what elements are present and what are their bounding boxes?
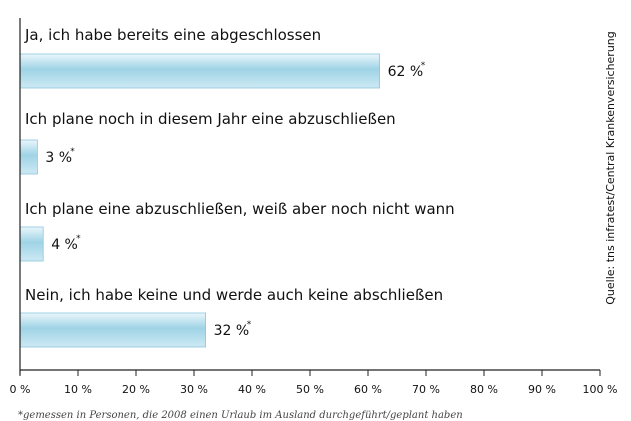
category-label: Nein, ich habe keine und werde auch kein… [25, 286, 443, 304]
data-label: 62 % [388, 64, 424, 80]
x-tick-label: 80 % [470, 383, 498, 396]
bar [19, 226, 44, 262]
footnote: *gemessen in Personen, die 2008 einen Ur… [18, 410, 463, 421]
data-label-marker: * [70, 147, 75, 157]
bar [19, 139, 38, 175]
category-label: Ich plane eine abzuschließen, weiß aber … [25, 200, 455, 218]
data-label: 3 % [45, 150, 72, 166]
bar [19, 312, 207, 348]
x-tick-label: 70 % [412, 383, 440, 396]
x-tick-label: 10 % [64, 383, 92, 396]
data-label-marker: * [247, 320, 252, 330]
x-tick-label: 50 % [296, 383, 324, 396]
data-label: 4 % [51, 237, 78, 253]
x-tick-label: 60 % [354, 383, 382, 396]
data-label: 32 % [214, 323, 250, 339]
x-tick-label: 90 % [528, 383, 556, 396]
x-tick-label: 20 % [122, 383, 150, 396]
x-tick-label: 100 % [583, 383, 618, 396]
source-label: Quelle: tns infratest/Central Krankenver… [604, 31, 617, 305]
x-tick-label: 30 % [180, 383, 208, 396]
bar [19, 53, 381, 89]
data-label-marker: * [76, 234, 81, 244]
x-tick-label: 0 % [10, 383, 31, 396]
x-tick-label: 40 % [238, 383, 266, 396]
data-label-marker: * [421, 61, 426, 71]
category-label: Ich plane noch in diesem Jahr eine abzus… [25, 110, 396, 128]
category-label: Ja, ich habe bereits eine abgeschlossen [24, 26, 321, 44]
